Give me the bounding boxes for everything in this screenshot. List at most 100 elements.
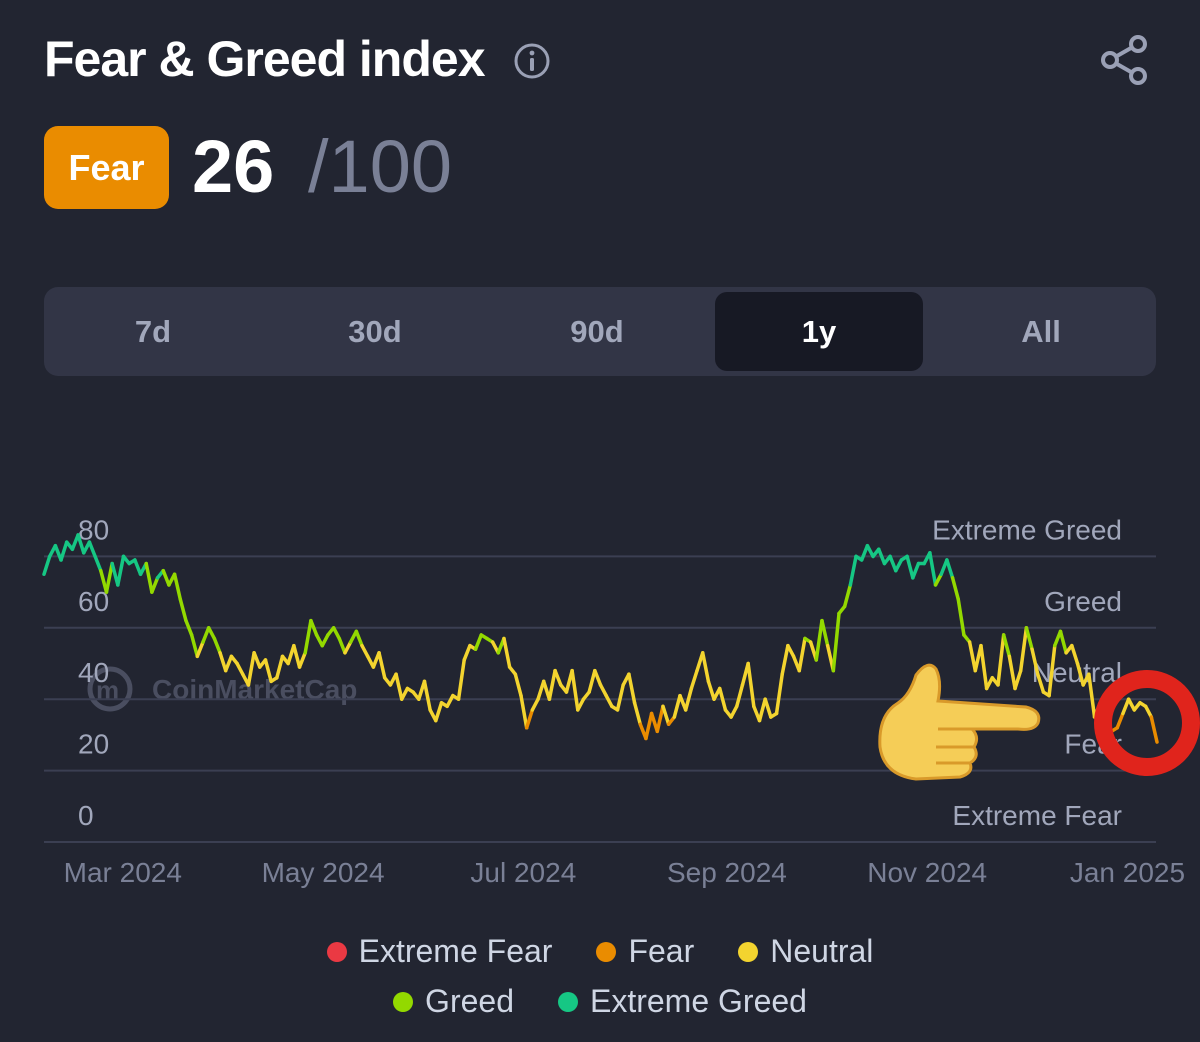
series-segment (178, 597, 188, 623)
series-segment (252, 651, 262, 669)
series-segment (683, 686, 694, 712)
series-segment (587, 668, 597, 694)
series-segment (598, 683, 608, 698)
tab-7d[interactable]: 7d (134, 313, 172, 349)
series-segment (1075, 661, 1085, 687)
series-segment (184, 618, 194, 637)
legend-label: Neutral (770, 933, 874, 969)
series-segment (576, 697, 586, 712)
y-tick-label: 40 (78, 657, 109, 688)
series-segment (632, 701, 642, 726)
series-segment (309, 618, 319, 637)
neutral-dot (738, 941, 759, 962)
series-segment (820, 618, 830, 648)
series-segment (655, 704, 665, 734)
info-circle-icon[interactable] (513, 42, 551, 80)
series-segment (172, 572, 183, 601)
series-segment (877, 547, 887, 566)
tab-all[interactable]: All (1021, 313, 1061, 349)
series-segment (473, 633, 483, 651)
series-segment (547, 668, 557, 701)
series-segment (536, 679, 546, 701)
series-segment (343, 640, 353, 655)
legend-label: Extreme Fear (358, 933, 553, 969)
legend-neutral: Neutral (738, 933, 873, 970)
series-segment (933, 572, 943, 587)
tab-90d[interactable]: 90d (570, 313, 624, 349)
x-tick-label: Nov 2024 (867, 857, 987, 888)
legend-extreme-fear: Extreme Fear (326, 933, 553, 970)
highlight-circle-icon (1094, 670, 1200, 776)
series-segment (729, 704, 739, 719)
range-tabs: 7d 30d 90d 1y All (44, 287, 1156, 376)
series-segment (360, 643, 370, 659)
score-value: 26 (192, 125, 275, 208)
series-segment (42, 554, 52, 576)
series-segment (967, 640, 978, 673)
series-segment (377, 651, 387, 680)
page-title: Fear & Greed index (44, 31, 485, 87)
series-segment (456, 658, 466, 701)
y-tick-label: 80 (78, 514, 109, 545)
tab-1y[interactable]: 1y (715, 292, 923, 371)
legend-row-1: Extreme Fear Fear Neutral (0, 933, 1200, 970)
series-segment (524, 708, 535, 730)
series-segment (354, 629, 364, 648)
series-segment (570, 668, 580, 712)
series-segment (689, 668, 699, 691)
watermark: m CoinMarketCap (87, 666, 357, 712)
series-segment (718, 686, 728, 712)
svg-text:m: m (96, 675, 119, 705)
series-segment (700, 651, 711, 684)
series-segment (672, 693, 682, 719)
series-segment (530, 697, 540, 712)
greed-dot (393, 991, 414, 1012)
legend-greed: Greed (393, 983, 514, 1020)
series-segment (644, 711, 654, 741)
legend-fear: Fear (596, 933, 694, 970)
series-segment (945, 558, 955, 580)
legend-label: Extreme Greed (589, 983, 807, 1019)
series-segment (1018, 626, 1029, 673)
series-segment (797, 636, 807, 673)
series-segment (950, 576, 960, 601)
extreme-greed-dot (557, 991, 578, 1012)
series-segment (1036, 672, 1046, 694)
series-segment (746, 661, 756, 709)
zone-label: Greed (1044, 586, 1122, 617)
series-segment (87, 540, 97, 559)
series-segment (1001, 633, 1012, 659)
series-segment (1121, 697, 1131, 716)
series-segment (212, 636, 222, 655)
series-segment (331, 626, 342, 641)
series-segment (1143, 704, 1154, 719)
series-segment (848, 554, 858, 587)
series-segment (774, 672, 784, 716)
series-segment (911, 561, 921, 580)
fear-dot (596, 941, 617, 962)
x-tick-label: May 2024 (262, 857, 385, 888)
series-segment (706, 679, 716, 701)
y-tick-label: 60 (78, 586, 109, 617)
series-segment (394, 672, 404, 701)
series-segment (553, 668, 563, 687)
series-segment (1047, 643, 1057, 698)
series-segment (604, 693, 614, 709)
series-segment (928, 551, 938, 587)
series-segment (206, 626, 217, 641)
series-segment (161, 568, 171, 587)
series-segment (246, 651, 256, 687)
series-segment (831, 611, 841, 673)
tab-30d[interactable]: 30d (348, 313, 402, 349)
series-segment (1013, 668, 1023, 691)
share-icon[interactable] (1096, 32, 1152, 88)
series-segment (956, 597, 966, 637)
extreme-fear-dot (326, 941, 347, 962)
x-tick-label: Sep 2024 (667, 857, 787, 888)
zone-label: Extreme Fear (952, 800, 1122, 831)
series-segment (235, 661, 245, 676)
series-segment (434, 701, 444, 723)
series-segment (502, 636, 512, 669)
watermark-text: CoinMarketCap (152, 674, 357, 705)
series-segment (133, 558, 143, 576)
